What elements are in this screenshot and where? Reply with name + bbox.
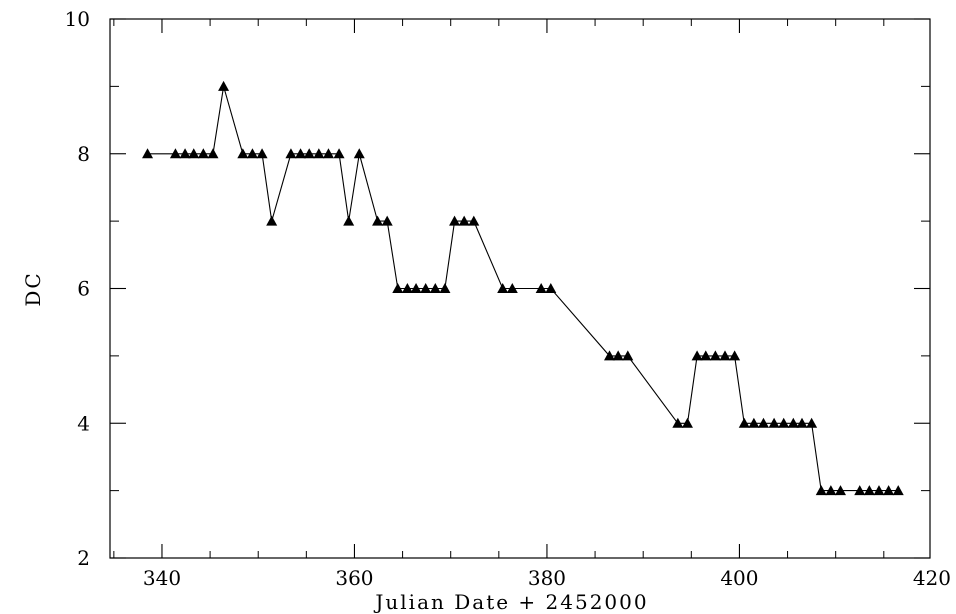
data-point-marker bbox=[246, 148, 258, 159]
data-point-marker bbox=[285, 148, 297, 159]
data-point-marker bbox=[892, 485, 904, 496]
data-point-marker bbox=[863, 485, 875, 496]
y-tick-label: 10 bbox=[65, 7, 90, 31]
data-point-marker bbox=[169, 148, 181, 159]
y-tick-labels: 2 4 6 8 10 bbox=[65, 7, 90, 570]
data-point-marker bbox=[449, 215, 461, 226]
data-point-marker bbox=[197, 148, 209, 159]
data-point-marker bbox=[672, 417, 684, 428]
data-point-marker bbox=[806, 417, 818, 428]
data-point-marker bbox=[429, 283, 441, 293]
data-point-marker bbox=[778, 417, 790, 428]
data-point-marker bbox=[757, 417, 769, 428]
data-point-marker bbox=[237, 148, 249, 159]
x-tick-label: 420 bbox=[913, 566, 951, 590]
data-point-marker bbox=[748, 417, 760, 428]
data-point-marker bbox=[420, 283, 432, 293]
data-point-marker bbox=[188, 148, 200, 159]
data-point-marker bbox=[458, 215, 470, 226]
major-ticks bbox=[110, 18, 930, 559]
data-point-marker bbox=[142, 148, 154, 159]
data-point-marker bbox=[738, 417, 750, 428]
data-point-marker bbox=[372, 215, 384, 226]
data-point-marker bbox=[834, 485, 846, 496]
data-point-marker bbox=[179, 148, 191, 159]
data-point-marker bbox=[854, 485, 866, 496]
data-point-marker bbox=[256, 148, 268, 159]
data-point-marker bbox=[709, 350, 721, 361]
data-point-marker bbox=[787, 417, 799, 428]
data-point-marker bbox=[381, 215, 393, 226]
x-tick-label: 340 bbox=[143, 566, 181, 590]
minor-ticks bbox=[110, 19, 930, 558]
data-point-marker bbox=[796, 417, 808, 428]
data-point-marker bbox=[729, 350, 741, 361]
data-point-marker bbox=[295, 148, 307, 159]
data-point-marker bbox=[545, 283, 557, 293]
y-tick-label: 8 bbox=[77, 142, 90, 166]
data-point-marker bbox=[825, 485, 837, 496]
data-point-marker bbox=[681, 417, 693, 428]
y-tick-label: 4 bbox=[77, 411, 90, 435]
data-point-marker bbox=[815, 485, 827, 496]
data-point-marker bbox=[612, 350, 624, 361]
data-point-marker bbox=[468, 215, 480, 226]
data-point-marker bbox=[719, 350, 731, 361]
data-point-marker bbox=[691, 350, 703, 361]
data-point-marker bbox=[883, 485, 895, 496]
data-point-marker bbox=[303, 148, 315, 159]
data-point-marker bbox=[313, 148, 325, 159]
x-axis-title: Julian Date + 2452000 bbox=[373, 590, 648, 614]
data-point-marker bbox=[873, 485, 885, 496]
data-point-marker bbox=[401, 283, 413, 293]
data-point-marker bbox=[266, 215, 278, 226]
x-tick-label: 360 bbox=[335, 566, 373, 590]
data-point-marker bbox=[218, 80, 230, 91]
data-point-marker bbox=[768, 417, 780, 428]
data-point-marker bbox=[622, 350, 634, 361]
data-point-marker bbox=[604, 350, 616, 361]
data-point-marker bbox=[392, 283, 404, 293]
data-point-marker bbox=[322, 148, 334, 159]
data-point-marker bbox=[410, 283, 422, 293]
data-point-marker bbox=[207, 148, 219, 159]
x-tick-label: 380 bbox=[528, 566, 566, 590]
data-point-marker bbox=[535, 283, 547, 293]
data-point-marker bbox=[439, 283, 451, 293]
data-point-marker bbox=[506, 283, 518, 293]
x-tick-labels: 340 360 380 400 420 bbox=[143, 566, 951, 590]
data-markers bbox=[142, 80, 904, 496]
data-point-marker bbox=[497, 283, 509, 293]
x-tick-label: 400 bbox=[720, 566, 758, 590]
data-point-marker bbox=[343, 215, 355, 226]
series-line bbox=[147, 86, 899, 492]
y-tick-label: 6 bbox=[77, 277, 90, 301]
y-axis-title: DC bbox=[21, 271, 45, 306]
data-point-marker bbox=[353, 148, 365, 159]
data-point-marker bbox=[700, 350, 712, 361]
data-point-marker bbox=[333, 148, 345, 159]
y-tick-label: 2 bbox=[77, 546, 90, 570]
